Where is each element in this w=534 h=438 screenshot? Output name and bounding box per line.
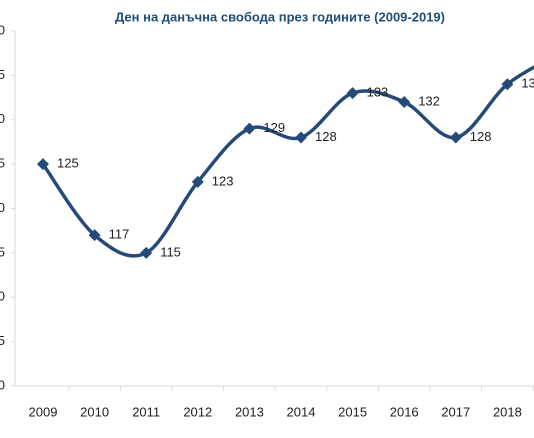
x-tick-label: 2014 — [287, 404, 316, 419]
y-tick-label: 125 — [0, 156, 5, 171]
y-tick-label: 115 — [0, 244, 5, 259]
point-marker — [398, 96, 411, 108]
point-marker — [88, 229, 101, 242]
data-label: 134 — [521, 76, 534, 91]
x-tick-label: 2016 — [390, 404, 419, 419]
y-tick-label: 105 — [0, 333, 5, 348]
chart-title: Ден на данъчна свобода през годините (20… — [115, 9, 445, 24]
x-tick-label: 2017 — [441, 404, 470, 419]
point-marker — [140, 246, 153, 259]
data-label: 133 — [367, 85, 389, 100]
y-tick-label: 140 — [0, 22, 5, 37]
data-label: 115 — [160, 244, 181, 259]
y-tick-label: 120 — [0, 200, 5, 215]
data-label: 132 — [418, 93, 440, 108]
data-label: 128 — [470, 129, 492, 144]
x-tick-label: 2010 — [80, 404, 109, 419]
x-tick-label: 2015 — [338, 404, 367, 419]
data-label: 125 — [57, 156, 79, 171]
y-tick-label: 100 — [0, 377, 5, 392]
point-marker — [501, 78, 514, 91]
point-marker — [449, 131, 462, 144]
x-tick-label: 2018 — [493, 404, 522, 419]
data-label: 117 — [109, 227, 130, 242]
x-tick-label: 2011 — [132, 404, 160, 419]
point-marker — [243, 122, 256, 135]
point-marker — [37, 158, 49, 171]
y-tick-label: 130 — [0, 111, 5, 126]
data-label: 123 — [212, 173, 234, 188]
data-label: 129 — [263, 120, 285, 135]
y-tick-label: 110 — [0, 289, 5, 304]
point-marker — [191, 175, 204, 188]
x-tick-label: 2012 — [183, 404, 212, 419]
x-tick-label: 2013 — [235, 404, 264, 419]
point-marker — [346, 87, 359, 100]
y-tick-label: 135 — [0, 67, 5, 82]
data-label: 128 — [315, 129, 337, 144]
point-marker — [295, 131, 307, 144]
x-tick-label: 2009 — [29, 404, 58, 419]
